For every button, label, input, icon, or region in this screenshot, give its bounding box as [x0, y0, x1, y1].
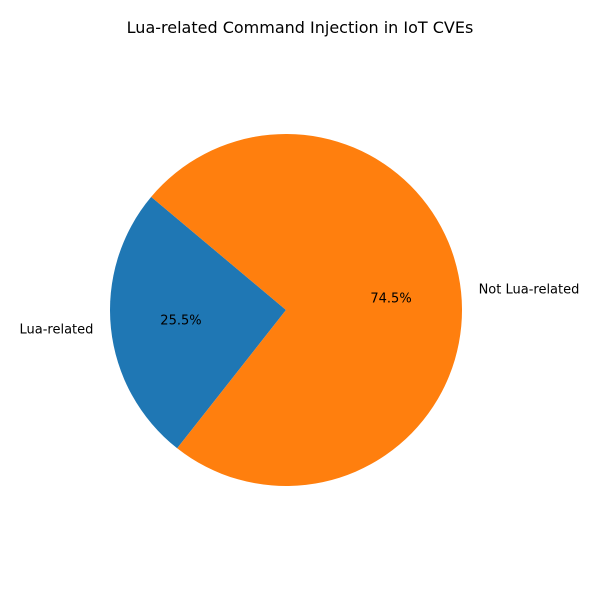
pie-slices [109, 134, 462, 486]
pie-slice-1 [109, 196, 287, 449]
slice-label-2: Not Lua-related [479, 283, 580, 298]
pie-labels: Lua-related 25.5% Not Lua-related 74.5% [20, 283, 580, 338]
slice-percent-label-1: 25.5% [160, 313, 201, 328]
slice-percent-label-2: 74.5% [370, 292, 411, 307]
slice-label-1: Lua-related [20, 322, 94, 337]
pie-slice-2 [151, 134, 462, 486]
chart-title: Lua-related Command Injection in IoT CVE… [127, 18, 474, 37]
